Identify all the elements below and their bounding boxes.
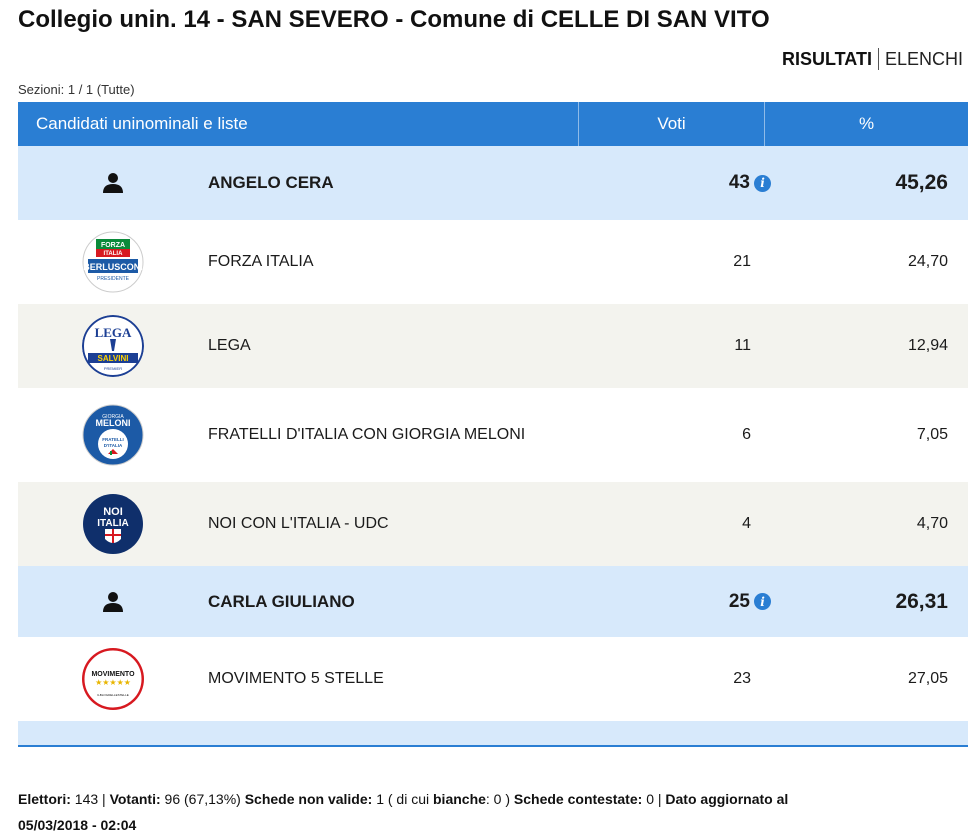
elettori-label: Elettori: [18,791,71,807]
divider [877,48,879,70]
results-tab[interactable]: RISULTATI [781,48,872,69]
svg-text:MELONI: MELONI [96,418,131,428]
list-row: MOVIMENTO ★★★★★ ILBLOGDELLESTELLE MOVIME… [18,637,968,721]
candidate-votes: 25 [728,590,750,612]
aggiornato-value: 05/03/2018 - 02:04 [18,817,137,833]
svg-text:PREMIER: PREMIER [104,366,122,371]
info-icon[interactable]: i [754,174,771,192]
person-icon [103,591,123,612]
list-votes: 21 [733,253,751,270]
candidate-pct: 26,31 [895,589,948,613]
list-votes: 11 [734,337,751,354]
list-votes: 23 [733,670,751,687]
list-name: LEGA [208,337,251,354]
elettori-value: 143 [74,791,99,807]
svg-text:D'ITALIA: D'ITALIA [104,443,123,448]
fratelli-ditalia-logo-icon: GIORGIA MELONI FRATELLI D'ITALIA [82,404,144,466]
candidate-votes: 43 [728,172,750,193]
info-icon[interactable]: i [754,593,771,610]
view-switch: RISULTATI ELENCHI [782,48,963,70]
person-icon [103,173,123,193]
table-footer-band [18,721,968,747]
candidate-row: ANGELO CERA 43 i 45,26 [18,146,968,220]
bianche-label: bianche [433,791,486,807]
candidate-pct: 45,26 [895,171,948,194]
list-votes: 6 [742,426,751,443]
bianche-value: : 0 ) [485,791,511,807]
aggiornato-label: Dato aggiornato al [665,791,789,807]
svg-text:NOI: NOI [103,506,123,518]
header-name: Candidati uninominali e liste [18,102,579,146]
svg-text:SALVINI: SALVINI [98,354,129,363]
contestate-label: Schede contestate: [513,791,643,807]
list-row: GIORGIA MELONI FRATELLI D'ITALIA FRATELL… [18,388,968,482]
votanti-label: Votanti: [109,791,161,807]
svg-text:FRATELLI: FRATELLI [102,437,123,442]
list-pct: 24,70 [907,253,948,270]
list-votes: 4 [742,515,751,532]
table-header: Candidati uninominali e liste Voti % [18,102,968,146]
list-row: FORZA ITALIA BERLUSCONI PRESIDENTE FORZA… [18,220,968,304]
lists-tab[interactable]: ELENCHI [884,48,963,69]
list-name: FORZA ITALIA [208,253,314,270]
list-row: NOI ITALIA NOI CON L'ITALIA - UDC 4 4,70 [18,482,968,566]
svg-text:LEGA: LEGA [95,325,132,340]
non-valide-value: 1 ( di cui [376,791,430,807]
svg-text:GIORGIA: GIORGIA [102,414,124,420]
list-pct: 12,94 [907,337,948,354]
list-name: MOVIMENTO 5 STELLE [208,670,384,687]
election-stats: Elettori: 143 | Votanti: 96 (67,13%) Sch… [18,791,789,833]
svg-text:ITALIA: ITALIA [104,251,124,257]
non-valide-label: Schede non valide: [244,791,373,807]
lega-logo-icon: LEGA SALVINI PREMIER [82,315,144,377]
list-pct: 7,05 [916,426,948,443]
list-name: NOI CON L'ITALIA - UDC [208,515,389,532]
list-name: FRATELLI D'ITALIA CON GIORGIA MELONI [208,426,526,443]
list-pct: 4,70 [916,515,948,532]
votanti-value: 96 (67,13%) [164,791,241,807]
svg-text:ILBLOGDELLESTELLE: ILBLOGDELLESTELLE [97,693,129,697]
header-pct: % [858,114,875,133]
candidate-name: CARLA GIULIANO [208,591,355,611]
candidate-row: CARLA GIULIANO 25 i 26,31 [18,566,968,637]
svg-text:★★★★★: ★★★★★ [95,678,131,687]
list-pct: 27,05 [907,670,948,687]
svg-text:MOVIMENTO: MOVIMENTO [91,671,135,678]
contestate-value: 0 [646,791,654,807]
page-title: Collegio unin. 14 - SAN SEVERO - Comune … [18,6,770,33]
noi-con-italia-logo-icon: NOI ITALIA [83,494,143,554]
svg-text:BERLUSCONI: BERLUSCONI [83,262,143,272]
sections-info: Sezioni: 1 / 1 (Tutte) [18,82,135,97]
results-table: Candidati uninominali e liste Voti % ANG… [18,102,968,747]
list-row: LEGA SALVINI PREMIER LEGA 11 12,94 [18,304,968,388]
candidate-name: ANGELO CERA [208,173,334,192]
svg-text:PRESIDENTE: PRESIDENTE [97,276,130,282]
svg-text:FORZA: FORZA [101,242,125,249]
movimento-5-stelle-logo-icon: MOVIMENTO ★★★★★ ILBLOGDELLESTELLE [82,648,144,710]
forza-italia-logo-icon: FORZA ITALIA BERLUSCONI PRESIDENTE [82,231,144,293]
svg-text:ITALIA: ITALIA [97,518,128,529]
header-votes: Voti [579,102,765,146]
